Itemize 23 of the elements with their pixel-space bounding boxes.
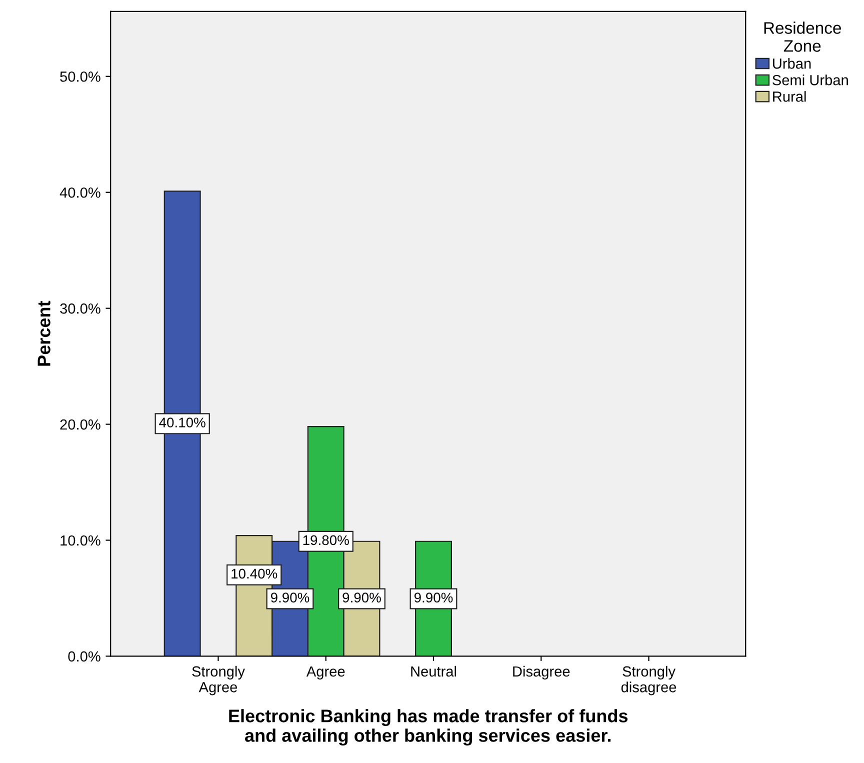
- x-axis-title: Electronic Banking has made transfer of funds and availing other banking services easier.: [229, 709, 628, 746]
- y-tick-label: 30.0%: [60, 303, 100, 314]
- x-tick-label: Strongly Agree: [192, 666, 245, 696]
- x-tick-label: Agree: [306, 666, 345, 680]
- y-tick-label: 0.0%: [68, 651, 100, 662]
- y-axis-title: Percent: [38, 300, 50, 366]
- y-tick-label: 10.0%: [60, 535, 100, 546]
- data-label: 19.80%: [303, 535, 349, 546]
- data-label: 9.90%: [342, 592, 381, 603]
- legend-label: Urban: [773, 58, 811, 69]
- x-tick-label: Disagree: [513, 666, 570, 680]
- y-tick-label: 20.0%: [60, 419, 100, 430]
- y-tick-label: 40.0%: [60, 187, 100, 198]
- y-tick-label: 50.0%: [60, 71, 100, 82]
- data-label: 9.90%: [270, 592, 310, 603]
- legend-label: Semi Urban: [772, 74, 848, 86]
- data-label: 9.90%: [414, 592, 453, 603]
- legend-label: Rural: [773, 91, 806, 102]
- legend-title: Residence Zone: [764, 22, 841, 52]
- data-label: 10.40%: [232, 568, 278, 579]
- data-label: 40.10%: [159, 418, 206, 428]
- x-tick-label: Strongly disagree: [621, 666, 676, 696]
- x-tick-label: Neutral: [411, 666, 456, 677]
